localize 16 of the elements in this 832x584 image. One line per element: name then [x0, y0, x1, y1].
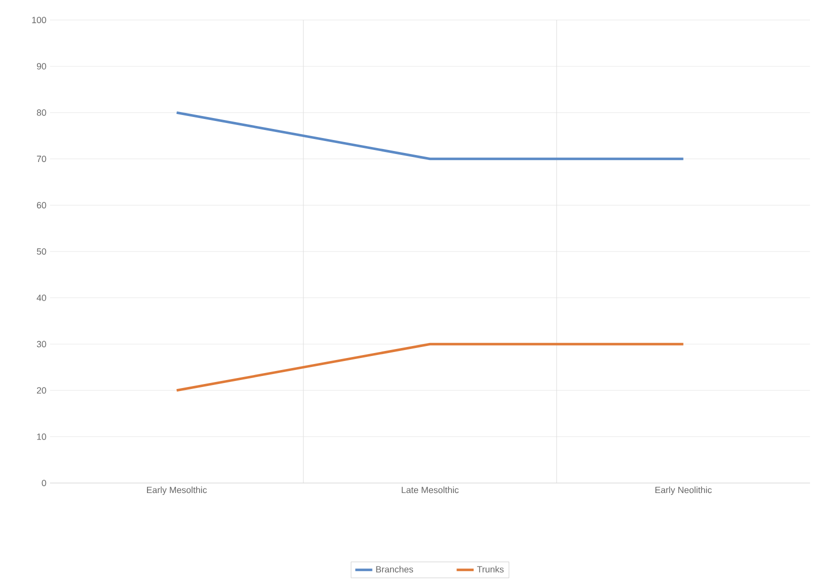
legend-label: Branches [376, 566, 414, 572]
y-tick-label: 0 [42, 480, 46, 486]
x-tick-label: Early Neolithic [655, 486, 712, 495]
y-tick-label: 40 [36, 294, 46, 301]
y-tick-label: 70 [36, 156, 46, 162]
y-tick-label: 60 [36, 202, 46, 208]
x-tick-label: Early Mesolthic [147, 486, 207, 495]
y-tick-label: 100 [32, 16, 46, 24]
y-tick-label: 50 [36, 248, 46, 255]
y-tick-label: 20 [36, 387, 46, 394]
legend-label: Trunks [477, 566, 504, 572]
y-tick-label: 10 [37, 434, 46, 440]
y-tick-label: 30 [36, 340, 46, 348]
y-tick-label: 90 [36, 63, 46, 70]
y-tick-label: 80 [36, 109, 46, 116]
x-tick-label: Late Mesolthic [402, 486, 459, 494]
